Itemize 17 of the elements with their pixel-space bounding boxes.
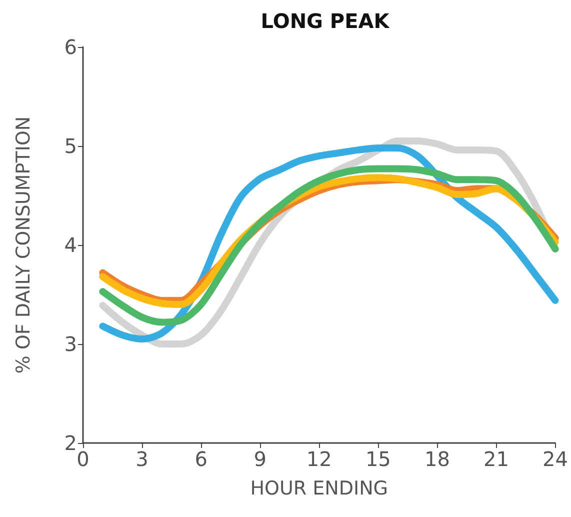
chart-title: LONG PEAK <box>260 9 391 33</box>
x-tick-label: 15 <box>365 447 391 471</box>
x-tick-label: 12 <box>306 447 332 471</box>
y-tick-label: 6 <box>64 35 77 59</box>
x-tick-label: 6 <box>194 447 208 471</box>
x-tick-label: 3 <box>136 447 148 471</box>
x-tick-label: 9 <box>254 447 266 471</box>
x-tick-label: 0 <box>76 447 90 471</box>
y-tick-label: 4 <box>64 233 77 257</box>
x-tick-label: 24 <box>542 447 568 471</box>
x-tick-label: 18 <box>424 447 450 471</box>
x-tick-label: 21 <box>484 447 509 471</box>
y-tick-label: 5 <box>64 134 77 158</box>
y-tick-label: 2 <box>64 431 77 455</box>
y-tick-label: 3 <box>64 332 77 356</box>
y-axis-title: % OF DAILY CONSUMPTION <box>12 116 34 374</box>
x-axis-title: HOUR ENDING <box>250 478 388 500</box>
